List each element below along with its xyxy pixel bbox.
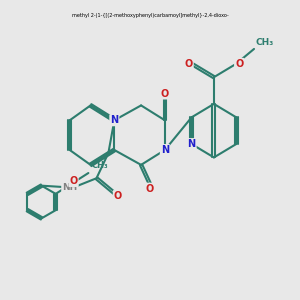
Text: O: O [146, 184, 154, 194]
Text: N: N [161, 145, 169, 155]
Text: CH₃: CH₃ [91, 161, 108, 170]
Text: O: O [184, 59, 193, 69]
Text: CH₃: CH₃ [256, 38, 274, 47]
Text: O: O [69, 176, 78, 186]
Text: NH: NH [62, 183, 77, 192]
Text: O: O [235, 59, 243, 69]
Text: N: N [188, 139, 196, 149]
Text: N: N [110, 115, 118, 125]
Text: O: O [161, 88, 169, 98]
Text: methyl 2-(1-{[(2-methoxyphenyl)carbamoyl]methyl}-2,4-dioxo-: methyl 2-(1-{[(2-methoxyphenyl)carbamoyl… [72, 13, 228, 18]
Text: O: O [114, 191, 122, 201]
